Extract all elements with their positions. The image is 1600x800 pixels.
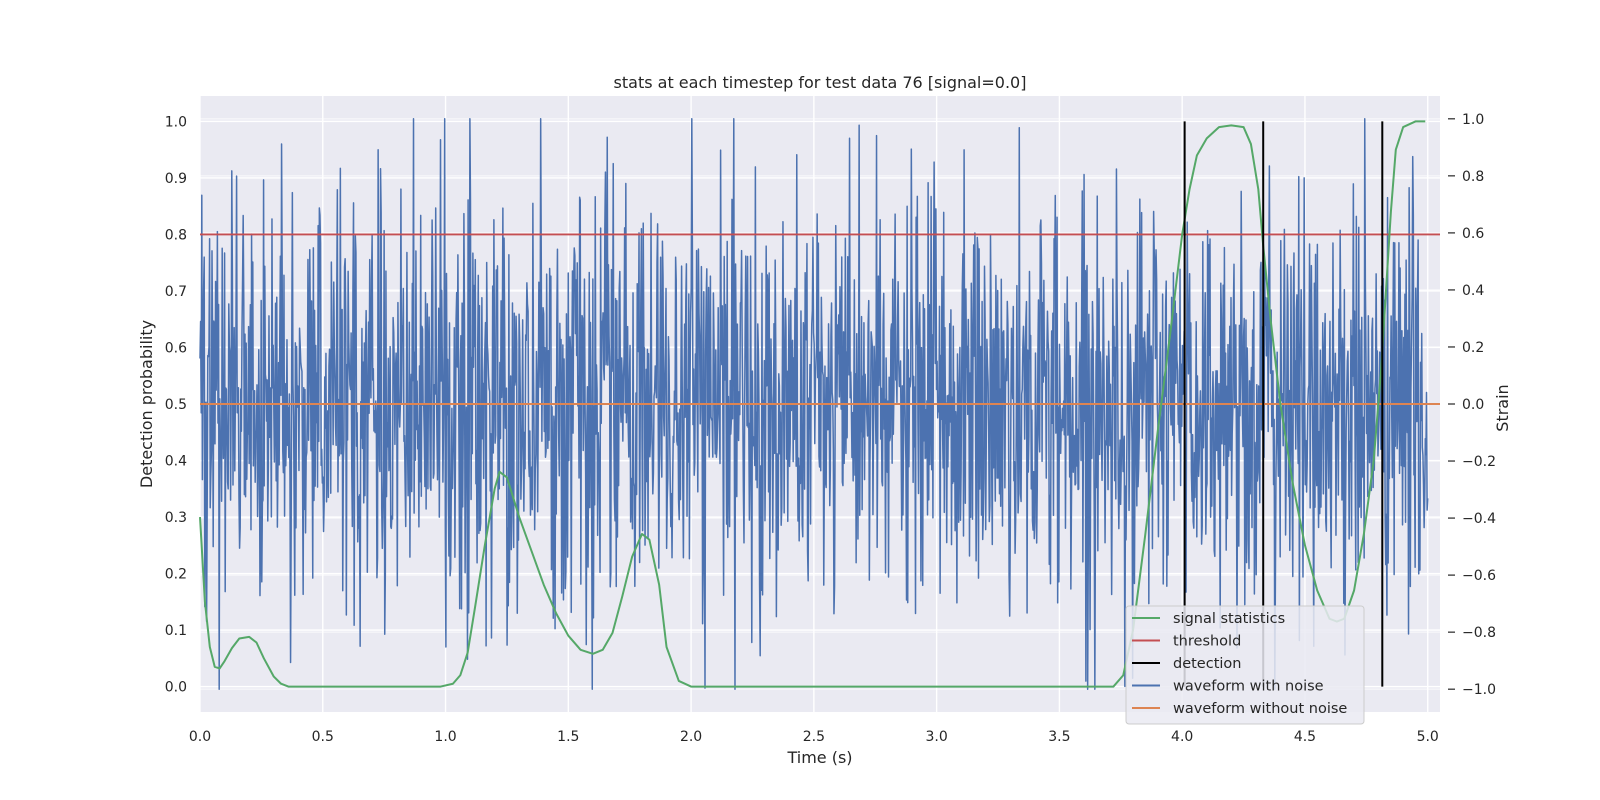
y-tick-label: 0.5 (165, 397, 187, 413)
x-tick-label: 4.0 (1171, 729, 1193, 745)
y2-axis-title: Strain (1493, 384, 1512, 431)
y-tick-label: 0.0 (165, 680, 187, 696)
y-axis-right: −1.0 −0.8 −0.6 −0.4 −0.2 0.0 0.2 0.4 0.6 0.8 1.0 (1448, 112, 1496, 698)
y-tick-label: 0.4 (165, 454, 187, 470)
y2-tick-label: −0.2 (1462, 454, 1496, 470)
y2-tick-label: 0.2 (1462, 340, 1484, 356)
y-tick-label: 0.6 (165, 340, 187, 356)
y2-tick-label: 0.8 (1462, 169, 1484, 185)
y2-tick-label: −1.0 (1462, 682, 1496, 698)
legend-label: detection (1173, 656, 1241, 672)
y-tick-label: 0.7 (165, 284, 187, 300)
x-tick-label: 2.5 (803, 729, 825, 745)
waveform-with-noise-line (199, 118, 1429, 690)
x-axis-title: Time (s) (786, 748, 852, 767)
x-tick-label: 0.5 (312, 729, 334, 745)
x-tick-label: 0.0 (189, 729, 211, 745)
y2-tick-label: −0.6 (1462, 568, 1496, 584)
x-axis: 0.0 0.5 1.0 1.5 2.0 2.5 3.0 3.5 4.0 4.5 5.0 (189, 729, 1439, 745)
y-tick-label: 0.9 (165, 171, 187, 187)
y-axis-title: Detection probability (137, 320, 156, 488)
y-tick-label: 1.0 (165, 114, 187, 130)
x-tick-label: 4.5 (1294, 729, 1316, 745)
y2-tick-label: 0.0 (1462, 397, 1484, 413)
legend-box (1125, 605, 1365, 725)
y-axis-left: 0.0 0.1 0.2 0.3 0.4 0.5 0.6 0.7 0.8 0.9 1.0 (165, 114, 187, 695)
y2-tick-label: −0.4 (1462, 511, 1496, 527)
x-tick-label: 2.0 (680, 729, 702, 745)
x-tick-label: 1.0 (434, 729, 456, 745)
legend-label: threshold (1173, 634, 1241, 650)
legend-label: signal statistics (1173, 611, 1285, 627)
chart-title: stats at each timestep for test data 76 … (614, 73, 1027, 92)
x-tick-label: 3.5 (1048, 729, 1070, 745)
x-tick-label: 5.0 (1417, 729, 1439, 745)
y-tick-label: 0.1 (165, 623, 187, 639)
y2-tick-label: 0.4 (1462, 283, 1484, 299)
legend-label: waveform with noise (1173, 679, 1324, 695)
plot-area (199, 118, 1440, 690)
x-tick-label: 3.0 (926, 729, 948, 745)
x-tick-label: 1.5 (557, 729, 579, 745)
legend-label: waveform without noise (1173, 701, 1347, 717)
y-tick-label: 0.3 (165, 510, 187, 526)
y-tick-label: 0.2 (165, 567, 187, 583)
y2-tick-label: 0.6 (1462, 226, 1484, 242)
legend: signal statistics threshold detection wavef… (1125, 605, 1365, 725)
y2-tick-label: 1.0 (1462, 112, 1484, 128)
y2-tick-label: −0.8 (1462, 625, 1496, 641)
y-tick-label: 0.8 (165, 227, 187, 243)
signal-statistics-line (199, 120, 1426, 688)
